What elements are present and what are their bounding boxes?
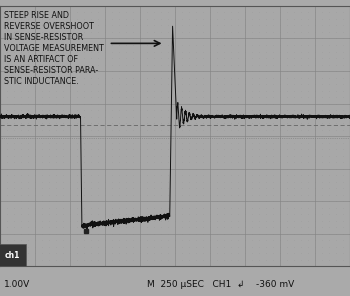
Text: STEEP RISE AND
REVERSE OVERSHOOT
IN SENSE-RESISTOR
VOLTAGE MEASUREMENT
IS AN ART: STEEP RISE AND REVERSE OVERSHOOT IN SENS… bbox=[4, 11, 104, 86]
Text: M  250 μSEC   CH1  ↲    -360 mV: M 250 μSEC CH1 ↲ -360 mV bbox=[147, 280, 294, 289]
Text: 1.00V: 1.00V bbox=[4, 280, 30, 289]
Text: ch1: ch1 bbox=[4, 250, 20, 260]
